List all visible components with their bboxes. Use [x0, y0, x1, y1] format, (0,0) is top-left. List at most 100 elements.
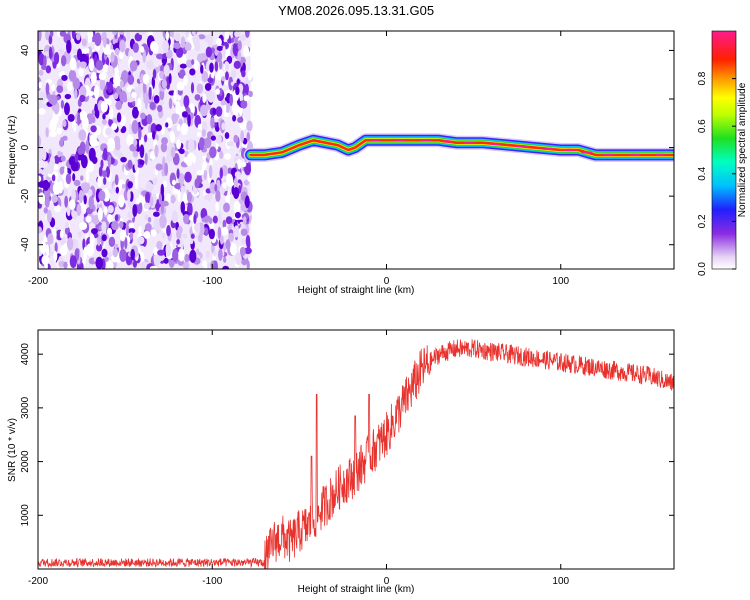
noise-blob [71, 31, 76, 40]
ridge-peak [628, 153, 641, 157]
noise-blob [172, 248, 179, 262]
noise-blob [92, 115, 96, 124]
noise-blob [43, 55, 47, 68]
noise-blob [38, 135, 41, 149]
noise-blob [237, 158, 242, 170]
noise-blob [86, 243, 95, 257]
noise-blob [201, 71, 209, 83]
noise-blob [71, 208, 76, 218]
noise-blob [187, 152, 195, 162]
noise-blob [171, 179, 176, 186]
noise-blob [87, 31, 94, 39]
noise-blob [134, 176, 138, 190]
noise-blob [80, 154, 88, 169]
ridge-peak [393, 139, 406, 142]
noise-blob [140, 261, 148, 269]
heatmap-x-tick-label: -200 [28, 276, 48, 287]
ridge-peak [541, 147, 554, 150]
noise-blob [144, 223, 152, 232]
noise-blob [153, 247, 158, 256]
noise-blob [138, 226, 142, 234]
noise-blob [73, 179, 81, 187]
noise-blob [207, 33, 214, 47]
noise-blob [79, 94, 86, 103]
noise-blob [59, 245, 68, 256]
noise-blob [149, 265, 158, 269]
noise-blob [163, 64, 170, 77]
noise-blob [234, 31, 241, 38]
noise-blob [45, 244, 50, 258]
noise-blob [244, 31, 250, 38]
noise-blob [38, 192, 46, 205]
noise-blob [205, 46, 213, 58]
noise-blob [144, 152, 148, 166]
noise-blob [132, 42, 139, 53]
noise-blob [103, 177, 107, 185]
noise-blob [74, 153, 79, 163]
noise-blob [209, 62, 214, 73]
noise-blob [127, 181, 133, 189]
noise-blob [95, 60, 104, 71]
noise-blob [64, 165, 68, 177]
noise-blob [215, 201, 219, 212]
noise-blob [107, 65, 114, 79]
noise-blob [222, 182, 227, 189]
noise-blob [64, 102, 70, 116]
noise-blob [186, 191, 192, 203]
noise-blob [176, 239, 181, 245]
noise-blob [215, 88, 221, 95]
noise-blob [45, 127, 49, 138]
noise-blob [203, 137, 212, 149]
noise-blob [182, 261, 190, 269]
colorbar: 0.0 0.2 0.4 0.6 0.8 Normalized spectral ampl… [697, 30, 748, 276]
noise-blob [108, 236, 116, 248]
noise-blob [115, 100, 123, 110]
noise-blob [225, 102, 231, 114]
noise-blob [121, 126, 127, 133]
noise-blob [178, 148, 185, 155]
noise-blob [238, 105, 243, 116]
noise-blob [43, 207, 48, 214]
noise-blob [113, 74, 121, 87]
noise-blob [149, 150, 156, 160]
noise-blob [69, 199, 76, 210]
noise-blob [159, 214, 167, 229]
noise-blob [72, 77, 80, 90]
snr-y-tick-label: 1000 [20, 504, 31, 527]
noise-blob [143, 230, 151, 239]
noise-blob [234, 211, 241, 219]
noise-blob [116, 112, 122, 123]
noise-blob [158, 192, 163, 205]
noise-blob [176, 123, 181, 132]
noise-blob [102, 147, 108, 161]
noise-blob [50, 94, 58, 106]
noise-blob [53, 250, 58, 262]
noise-blob [191, 31, 196, 36]
noise-blob [107, 154, 112, 168]
noise-blob [49, 118, 57, 133]
noise-blob [174, 183, 181, 190]
figure-title: YM08.2026.095.13.31.G05 [278, 3, 434, 18]
snr-x-tick-label: -100 [202, 576, 222, 587]
noise-blob [165, 49, 173, 59]
noise-blob [181, 111, 188, 118]
noise-blob [114, 243, 119, 249]
noise-blob [131, 91, 137, 99]
noise-blob [184, 171, 192, 183]
noise-blob [142, 49, 147, 64]
noise-blob [155, 163, 163, 171]
noise-blob [138, 159, 145, 166]
noise-blob [107, 205, 114, 214]
noise-blob [41, 255, 50, 265]
noise-blob [162, 180, 168, 188]
noise-blob [73, 121, 77, 132]
noise-blob [215, 134, 222, 144]
noise-blob [214, 184, 218, 192]
noise-blob [193, 214, 197, 224]
noise-blob [196, 131, 202, 137]
noise-blob [132, 203, 138, 217]
noise-blob [183, 213, 190, 225]
noise-blob [201, 129, 206, 138]
noise-blob [219, 235, 224, 245]
